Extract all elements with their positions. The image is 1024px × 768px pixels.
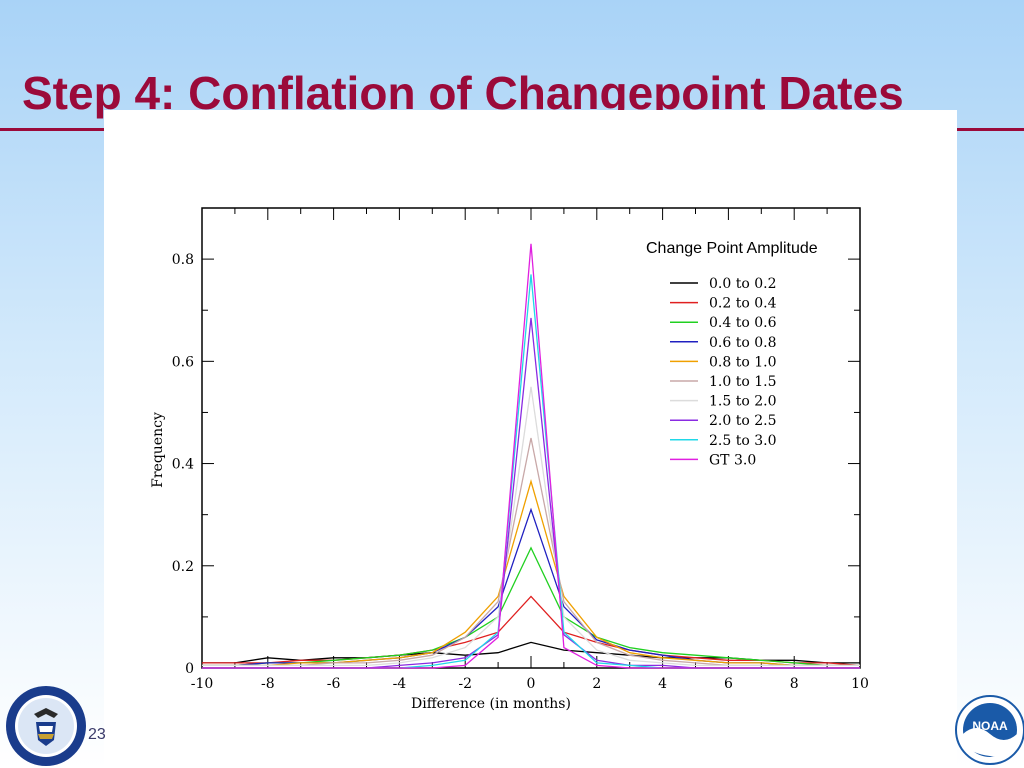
noaa-logo-text: NOAA (972, 719, 1008, 733)
x-tick-label: -2 (458, 676, 472, 692)
legend-entry: 0.2 to 0.4 (709, 296, 777, 312)
legend-entry: 2.5 to 3.0 (709, 433, 776, 449)
legend-entry: 0.4 to 0.6 (709, 315, 777, 331)
series-line-0_8-to-1_0 (202, 479, 860, 667)
series-line-2_0-to-2_5 (202, 317, 860, 669)
series-line-2_5-to-3_0 (202, 274, 860, 669)
page-number: 23 (88, 726, 106, 743)
legend-entry: 1.0 to 1.5 (709, 374, 776, 390)
y-tick-label: 0 (185, 661, 194, 677)
x-tick-label: -4 (393, 676, 407, 692)
chart-panel: -10 -8 -6 -4 -2 0 2 4 6 8 10 0 0.2 0.4 0.6 0.8 Differenc… (104, 110, 957, 768)
legend-title: Change Point Amplitude (646, 240, 818, 257)
x-tick-label: 8 (790, 676, 799, 692)
x-axis-label: Difference (in months) (411, 696, 571, 712)
x-tick-label: -8 (261, 676, 275, 692)
y-tick-label: 0.8 (172, 252, 194, 268)
legend-entry: GT 3.0 (709, 452, 756, 468)
x-tick-label: 6 (724, 676, 733, 692)
legend-entry: 0.0 to 0.2 (709, 276, 776, 292)
y-tick-label: 0.2 (172, 559, 194, 575)
x-tick-label: 2 (592, 676, 601, 692)
frequency-line-chart: -10 -8 -6 -4 -2 0 2 4 6 8 10 0 0.2 0.4 0.6 0.8 Differenc… (150, 207, 869, 712)
x-tick-label: -10 (191, 676, 214, 692)
legend-entry: 0.6 to 0.8 (709, 335, 776, 351)
series-line-1_5-to-2_0 (202, 386, 860, 667)
legend-entry: 0.8 to 1.0 (709, 354, 776, 370)
series-line-1_0-to-1_5 (202, 437, 860, 667)
x-tick-label: 10 (851, 676, 869, 692)
department-of-commerce-seal-icon (6, 686, 86, 766)
x-tick-label: -6 (327, 676, 341, 692)
y-axis-label: Frequency (150, 412, 166, 488)
y-tick-label: 0.4 (172, 457, 194, 473)
noaa-logo-icon: NOAA (955, 695, 1024, 765)
series-line-0_4-to-0_6 (202, 546, 860, 667)
series-line-gt-3_0 (202, 243, 860, 669)
x-tick-label: 4 (658, 676, 667, 692)
y-tick-label: 0.6 (172, 354, 194, 370)
series-line-0_2-to-0_4 (202, 595, 861, 667)
x-tick-label: 0 (527, 676, 536, 692)
legend-entry: 1.5 to 2.0 (709, 394, 776, 410)
legend-entry: 2.0 to 2.5 (709, 413, 776, 429)
